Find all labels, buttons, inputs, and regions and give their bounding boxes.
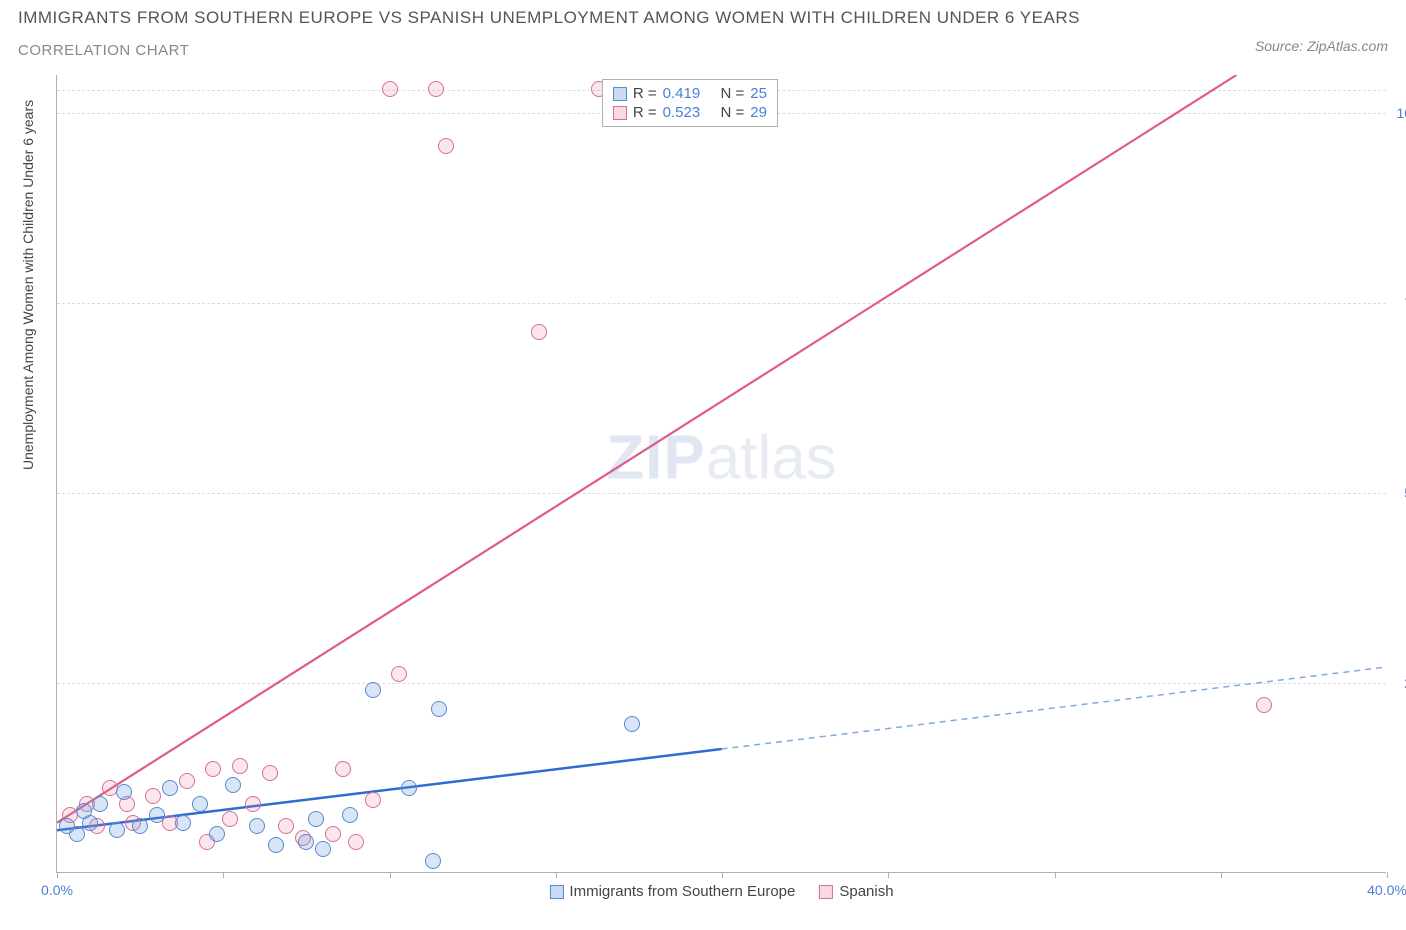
data-point-pink bbox=[428, 81, 444, 97]
correlation-stats-box: R = 0.419 N = 25 R = 0.523 N = 29 bbox=[602, 79, 778, 127]
data-point-blue bbox=[175, 815, 191, 831]
gridline bbox=[57, 683, 1386, 684]
data-point-blue bbox=[109, 822, 125, 838]
data-point-blue bbox=[431, 701, 447, 717]
data-point-pink bbox=[262, 765, 278, 781]
data-point-blue bbox=[365, 682, 381, 698]
stats-row-pink: R = 0.523 N = 29 bbox=[613, 103, 767, 122]
xtick bbox=[1221, 872, 1222, 878]
data-point-blue bbox=[225, 777, 241, 793]
data-point-blue bbox=[425, 853, 441, 869]
data-point-blue bbox=[298, 834, 314, 850]
bottom-legend: Immigrants from Southern Europe Spanish bbox=[549, 883, 893, 900]
data-point-blue bbox=[162, 780, 178, 796]
y-axis-label: Unemployment Among Women with Children U… bbox=[20, 100, 36, 470]
data-point-pink bbox=[145, 788, 161, 804]
data-point-pink bbox=[245, 796, 261, 812]
legend-label: Immigrants from Southern Europe bbox=[569, 883, 795, 900]
swatch-blue-icon bbox=[613, 87, 627, 101]
data-point-blue bbox=[92, 796, 108, 812]
data-point-pink bbox=[348, 834, 364, 850]
data-point-pink bbox=[205, 761, 221, 777]
xtick bbox=[1055, 872, 1056, 878]
chart-title: IMMIGRANTS FROM SOUTHERN EUROPE VS SPANI… bbox=[18, 8, 1080, 28]
xtick-label: 0.0% bbox=[41, 882, 73, 898]
data-point-blue bbox=[308, 811, 324, 827]
data-point-pink bbox=[335, 761, 351, 777]
data-point-pink bbox=[1256, 697, 1272, 713]
legend-swatch-pink-icon bbox=[819, 885, 833, 899]
chart-plot-area: ZIPatlas 25.0%50.0%75.0%100.0% 0.0%40.0%… bbox=[56, 75, 1386, 873]
xtick bbox=[1387, 872, 1388, 878]
xtick-label: 40.0% bbox=[1367, 882, 1406, 898]
xtick bbox=[556, 872, 557, 878]
data-point-blue bbox=[268, 837, 284, 853]
data-point-blue bbox=[624, 716, 640, 732]
legend-item-pink: Spanish bbox=[819, 883, 893, 900]
data-point-pink bbox=[179, 773, 195, 789]
trend-lines bbox=[57, 75, 1386, 872]
data-point-pink bbox=[382, 81, 398, 97]
data-point-blue bbox=[192, 796, 208, 812]
data-point-blue bbox=[149, 807, 165, 823]
gridline bbox=[57, 493, 1386, 494]
data-point-blue bbox=[116, 784, 132, 800]
swatch-pink-icon bbox=[613, 106, 627, 120]
xtick bbox=[57, 872, 58, 878]
data-point-pink bbox=[438, 138, 454, 154]
data-point-blue bbox=[69, 826, 85, 842]
data-point-pink bbox=[232, 758, 248, 774]
data-point-blue bbox=[342, 807, 358, 823]
legend-item-blue: Immigrants from Southern Europe bbox=[549, 883, 795, 900]
legend-label: Spanish bbox=[839, 883, 893, 900]
xtick bbox=[888, 872, 889, 878]
xtick bbox=[223, 872, 224, 878]
data-point-pink bbox=[391, 666, 407, 682]
xtick bbox=[390, 872, 391, 878]
data-point-blue bbox=[249, 818, 265, 834]
data-point-pink bbox=[325, 826, 341, 842]
data-point-blue bbox=[209, 826, 225, 842]
data-point-blue bbox=[82, 815, 98, 831]
data-point-pink bbox=[222, 811, 238, 827]
ytick-label: 100.0% bbox=[1397, 105, 1406, 121]
legend-swatch-blue-icon bbox=[549, 885, 563, 899]
data-point-blue bbox=[132, 818, 148, 834]
xtick bbox=[722, 872, 723, 878]
watermark: ZIPatlas bbox=[606, 422, 836, 493]
chart-subtitle: CORRELATION CHART bbox=[18, 42, 1080, 59]
stats-row-blue: R = 0.419 N = 25 bbox=[613, 84, 767, 103]
data-point-pink bbox=[531, 324, 547, 340]
data-point-pink bbox=[278, 818, 294, 834]
data-point-blue bbox=[315, 841, 331, 857]
source-attribution: Source: ZipAtlas.com bbox=[1255, 38, 1388, 54]
data-point-pink bbox=[365, 792, 381, 808]
gridline bbox=[57, 303, 1386, 304]
data-point-blue bbox=[401, 780, 417, 796]
